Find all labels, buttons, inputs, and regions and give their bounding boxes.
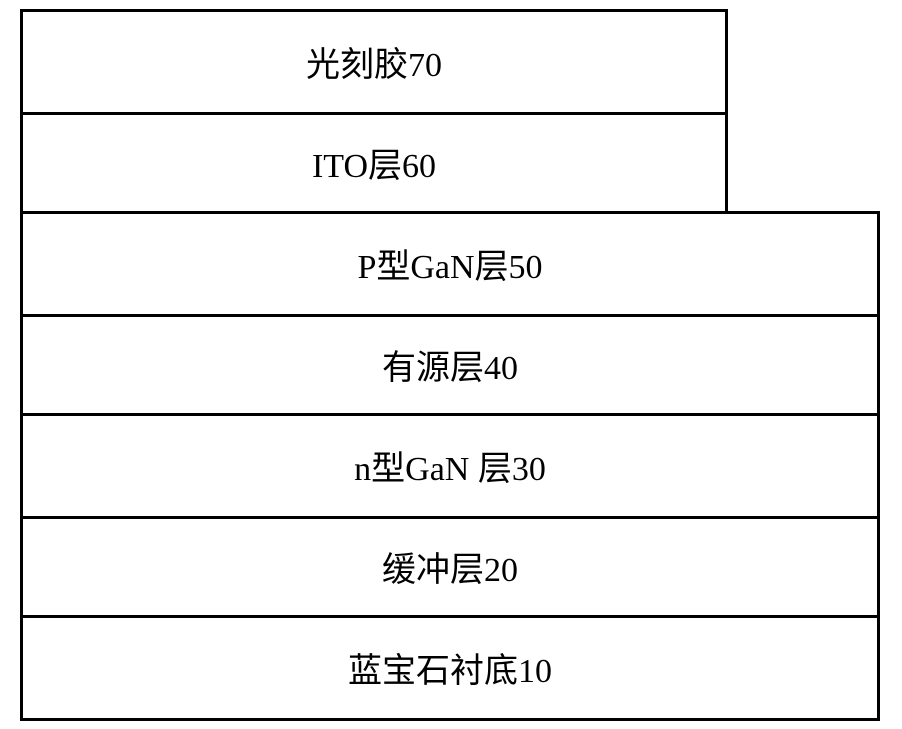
layer-label: 光刻胶70 xyxy=(306,37,442,86)
layer-label: 蓝宝石衬底10 xyxy=(348,643,552,692)
layer-p-gan: P型GaN层50 xyxy=(20,211,880,317)
layer-buffer: 缓冲层20 xyxy=(20,516,880,618)
layer-label: ITO层60 xyxy=(312,138,436,187)
layer-sapphire-substrate: 蓝宝石衬底10 xyxy=(20,615,880,721)
layer-stack-diagram: 光刻胶70 ITO层60 P型GaN层50 有源层40 n型GaN 层30 缓冲… xyxy=(20,9,880,721)
layer-n-gan: n型GaN 层30 xyxy=(20,413,880,519)
layer-label: n型GaN 层30 xyxy=(354,441,546,490)
layer-active: 有源层40 xyxy=(20,314,880,416)
layer-label: 有源层40 xyxy=(382,340,518,389)
layer-label: P型GaN层50 xyxy=(357,239,542,288)
layer-label: 缓冲层20 xyxy=(382,542,518,591)
layer-ito: ITO层60 xyxy=(20,112,728,214)
layer-photoresist: 光刻胶70 xyxy=(20,9,728,115)
